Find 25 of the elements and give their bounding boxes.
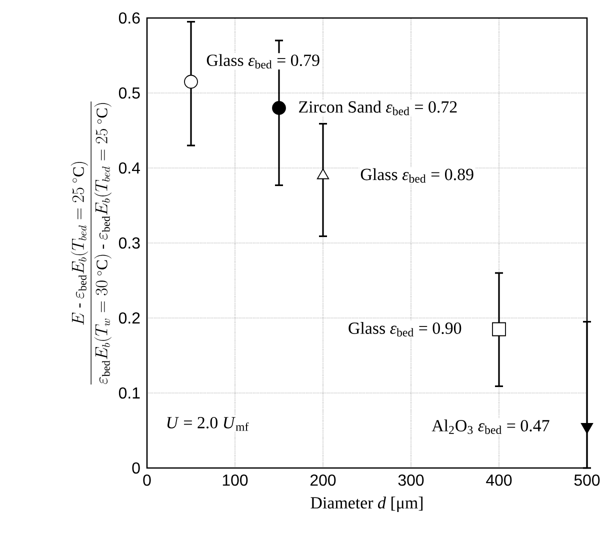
annotation: Zircon Sand ε$_{bed}$ = 0.72 [299, 100, 457, 116]
x-tick-label: 100 [222, 474, 248, 486]
x-tick-label: 0 [143, 474, 151, 486]
x-tick-label: 200 [310, 474, 336, 486]
x-tick-label: 500 [574, 474, 600, 486]
point [580, 423, 594, 434]
y-tick-label: 0.4 [118, 162, 140, 174]
y-tick-label: 0.2 [118, 312, 140, 324]
y-axis-title: $\frac{E\ \text{-}\ \varepsilon_{\mathrm{bed}}E_{b}(T_{bed} = 25\ {}^{\circ}\mathrm{C})}{\varepsilon_{\mathrm{bed}}E_{b}(T_{w} = 30\ {}^{\circ}\mathrm{C})\ \text{-}\ \varepsilon_{\mathrm{bed}}E_{b}(T_{bed} = 25\ {}^{\circ}\mathrm{C})}$ [70, 102, 112, 384]
annotation: Al$_{2}$O$_{3}$ ε$_{bed}$ = 0.47 [432, 420, 550, 434]
annotation: Glass ε$_{bed}$ = 0.79 [206, 54, 320, 69]
x-axis-title: Diameter d [μm] [310, 496, 423, 512]
annotation: U = 2.0 U$_{mf}$ [167, 416, 249, 431]
y-tick-label: 0 [132, 462, 140, 474]
x-tick-label: 300 [398, 474, 424, 486]
x-tick-label: 400 [486, 474, 512, 486]
y-tick-label: 0.6 [118, 12, 140, 24]
point [492, 322, 506, 336]
y-tick-label: 0.5 [118, 87, 140, 99]
point [272, 101, 286, 115]
annotation: Glass ε$_{bed}$ = 0.90 [348, 322, 462, 336]
y-tick-label: 0.1 [118, 387, 140, 399]
point [184, 74, 198, 89]
y-tick-label: 0.3 [118, 237, 140, 249]
annotation: Glass ε$_{bed}$ = 0.89 [360, 168, 474, 183]
